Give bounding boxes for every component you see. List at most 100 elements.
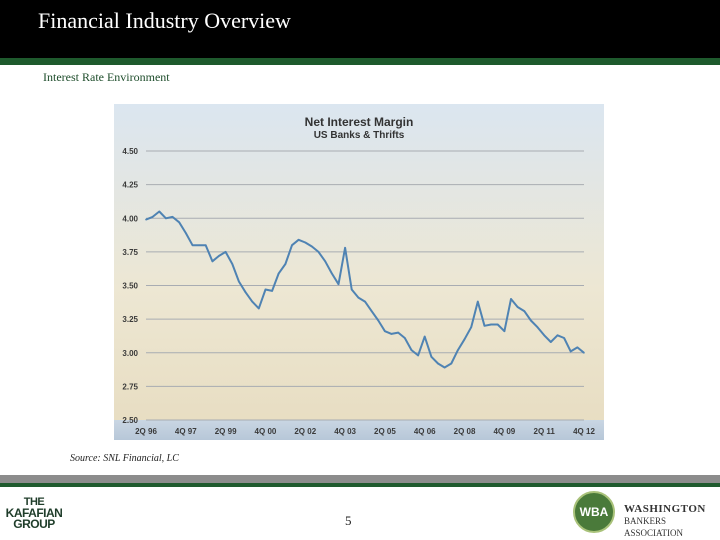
data-point [563,337,565,339]
data-point [404,337,406,339]
source-note: Source: SNL Financial, LC [70,453,179,464]
data-point [483,325,486,327]
wba-seal-logo: WBA [573,491,615,533]
wba-name-logo: WASHINGTON BANKERS ASSOCIATION [624,503,706,538]
data-point [344,247,346,249]
y-tick-label: 3.75 [122,248,138,257]
data-point [576,346,579,349]
footer-rule-green [0,483,720,487]
data-point [277,272,280,275]
data-point [185,232,187,234]
data-point [384,330,386,332]
data-point [357,296,360,299]
data-point [364,300,366,303]
data-point [397,331,400,334]
data-point [390,333,393,335]
data-point [510,298,512,300]
data-point [430,356,433,358]
data-point [244,291,247,293]
series-layer [145,210,585,369]
data-point [264,288,267,291]
data-point [284,263,287,265]
chart-title: Net Interest Margin [305,115,414,129]
gridlines [146,150,584,421]
data-point [583,352,585,354]
data-point [350,288,353,291]
x-tick-label: 2Q 99 [215,427,237,436]
chart-background [114,104,604,440]
footer-rule-gray [0,475,720,483]
y-tick-label: 4.00 [122,214,138,223]
x-tick-label: 2Q 02 [294,427,316,436]
data-point [417,354,419,357]
data-point [463,338,466,341]
x-tick-label: 4Q 00 [255,427,277,436]
data-point [317,251,320,253]
data-point [297,239,300,241]
x-tick-label: 2Q 96 [135,427,157,436]
chart-panel: Net Interest Margin US Banks & Thrifts 4… [114,104,604,440]
data-point [337,283,340,285]
data-point [470,326,473,328]
x-tick-label: 4Q 12 [573,427,595,436]
data-point [423,335,426,338]
y-tick-label: 4.25 [122,181,138,190]
data-point [536,326,539,328]
chart-subtitle: US Banks & Thrifts [314,130,405,141]
data-point [543,334,545,337]
data-point [377,319,380,322]
data-point [251,300,253,303]
x-tick-label: 4Q 06 [414,427,436,436]
data-point [238,280,240,283]
y-axis-ticks: 4.50 4.25 4.00 3.75 3.50 3.25 3.00 2.75 2.50 [122,147,138,425]
data-point [311,245,313,248]
data-point [171,216,174,218]
data-point [258,307,260,310]
data-point [523,310,526,312]
data-point [530,319,532,322]
data-point [331,272,333,275]
data-point [370,310,373,312]
data-point [550,341,552,343]
x-axis-band [114,420,604,440]
data-point [204,244,207,246]
data-point [457,349,459,351]
data-point [211,260,214,263]
data-point [151,216,154,218]
data-point [291,244,293,246]
page-number: 5 [345,513,352,528]
y-tick-label: 4.50 [122,147,138,156]
data-point [443,366,446,369]
title-rule [0,58,720,65]
data-point [569,350,572,353]
data-point [437,362,439,365]
data-point [516,306,519,308]
slide-subtitle: Interest Rate Environment [43,70,170,84]
data-point [496,323,499,326]
data-point [477,300,479,303]
data-point [450,362,453,365]
data-point [165,217,167,220]
data-point [224,251,227,253]
data-point [198,244,200,246]
x-axis-ticks: 2Q 96 4Q 97 2Q 99 4Q 00 2Q 02 4Q 03 2Q 05 4Q 06… [135,427,595,436]
y-tick-label: 3.00 [122,349,138,358]
x-tick-label: 4Q 09 [493,427,515,436]
data-point [158,210,161,213]
y-tick-label: 2.75 [122,382,138,391]
data-point [191,244,194,246]
kafafian-group-logo: THE KAFAFIAN GROUP [5,496,63,531]
x-tick-label: 2Q 11 [534,427,556,436]
data-point [271,290,273,292]
y-tick-label: 3.25 [122,315,138,324]
slide-title: Financial Industry Overview [38,8,291,33]
x-tick-label: 2Q 05 [374,427,396,436]
y-tick-label: 2.50 [122,416,138,425]
data-point [304,241,307,244]
x-tick-label: 4Q 03 [334,427,356,436]
data-point [324,260,326,263]
data-point [410,349,413,351]
x-tick-label: 4Q 97 [175,427,197,436]
net-interest-margin-chart: Net Interest Margin US Banks & Thrifts 4… [114,104,604,440]
data-point [503,330,506,332]
